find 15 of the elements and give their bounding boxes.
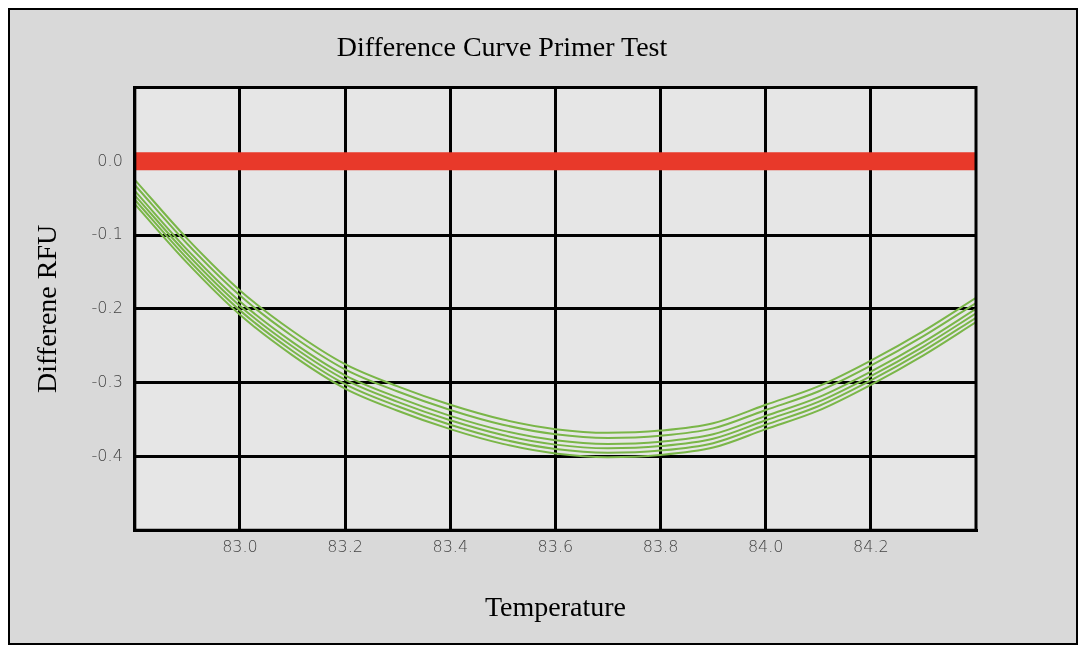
x-tick-label: 83.0 xyxy=(222,536,258,556)
x-tick-label: 83.8 xyxy=(642,536,679,556)
y-tick-label: 0.0 xyxy=(97,150,123,170)
x-tick-label: 83.4 xyxy=(432,536,469,556)
x-tick-label: 83.6 xyxy=(537,536,574,556)
y-tick-label: -0.2 xyxy=(91,298,123,318)
x-tick-label: 83.2 xyxy=(327,536,363,556)
y-tick-label: -0.1 xyxy=(91,224,123,244)
y-tick-label: -0.3 xyxy=(91,371,123,391)
x-tick-label: 84.0 xyxy=(747,536,784,556)
y-tick-label: -0.4 xyxy=(91,445,123,465)
x-tick-label: 84.2 xyxy=(853,536,889,556)
y-axis-title: Differene RFU xyxy=(31,224,63,394)
x-axis-title: Temperature xyxy=(484,590,626,622)
chart-title: Difference Curve Primer Test xyxy=(336,31,668,63)
